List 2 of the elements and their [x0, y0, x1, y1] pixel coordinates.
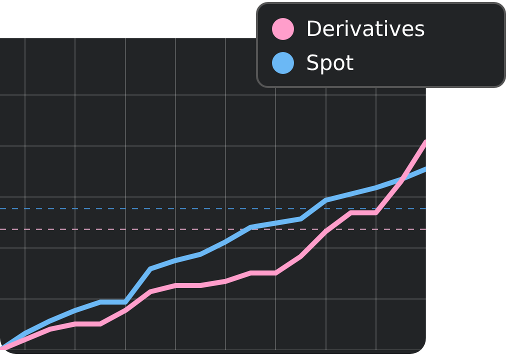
legend-label: Derivatives [306, 17, 426, 41]
legend-label: Spot [306, 51, 354, 75]
